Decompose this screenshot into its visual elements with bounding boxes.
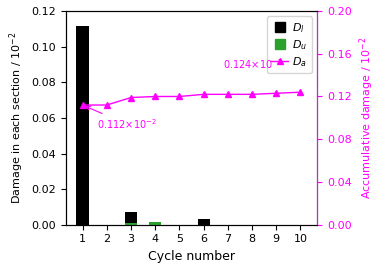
- Bar: [198, 220, 210, 225]
- $D_{a}$: [177, 95, 182, 98]
- X-axis label: Cycle number: Cycle number: [148, 250, 235, 263]
- Bar: [125, 223, 137, 225]
- $D_{a}$: [274, 92, 278, 95]
- $D_{a}$: [80, 103, 85, 107]
- $D_{a}$: [201, 93, 206, 96]
- Line: $D_{a}$: $D_{a}$: [79, 89, 304, 108]
- Bar: [77, 26, 88, 225]
- Bar: [125, 212, 137, 225]
- Text: 0.112×10$^{-2}$: 0.112×10$^{-2}$: [86, 106, 157, 131]
- Bar: [149, 222, 161, 225]
- Y-axis label: Accumulative damage / 10$^{-2}$: Accumulative damage / 10$^{-2}$: [357, 37, 376, 199]
- $D_{a}$: [153, 95, 157, 98]
- $D_{a}$: [298, 90, 303, 94]
- $D_{a}$: [129, 96, 133, 99]
- Y-axis label: Damage in each section / 10$^{-2}$: Damage in each section / 10$^{-2}$: [7, 32, 26, 204]
- $D_{a}$: [250, 93, 254, 96]
- Legend: $D_{l}$, $D_{u}$, $D_{a}$: $D_{l}$, $D_{u}$, $D_{a}$: [267, 16, 312, 73]
- $D_{a}$: [105, 103, 109, 107]
- $D_{a}$: [226, 93, 230, 96]
- Text: 0.124×10$^{-2}$: 0.124×10$^{-2}$: [223, 57, 283, 71]
